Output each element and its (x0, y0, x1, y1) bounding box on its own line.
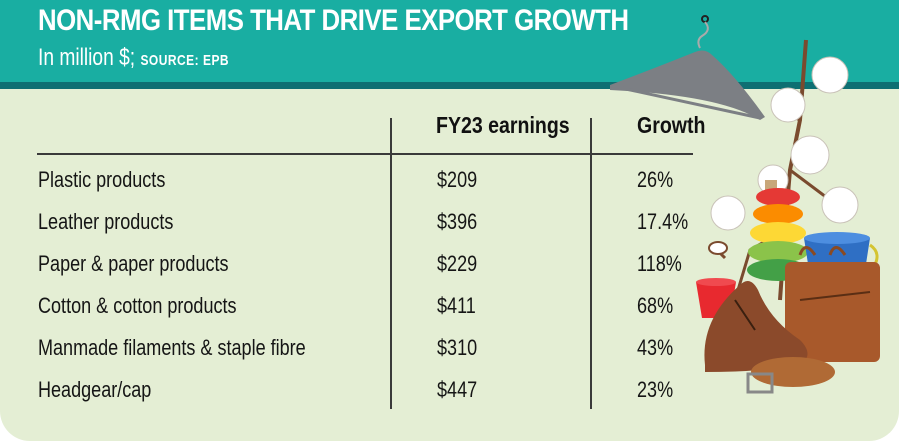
item-name: Leather products (38, 209, 174, 234)
growth-value: 26% (637, 167, 674, 192)
column-header-growth: Growth (637, 112, 706, 138)
earnings-value: $411 (437, 293, 476, 318)
title: NON-RMG ITEMS THAT DRIVE EXPORT GROWTH (38, 4, 629, 37)
earnings-value: $229 (437, 251, 478, 276)
item-name: Headgear/cap (38, 377, 152, 402)
belt-icon (746, 357, 835, 394)
unit-label: In million $; (38, 44, 136, 71)
products-illustration (610, 15, 880, 394)
subtitle: In million $; SOURCE: EPB (38, 44, 229, 72)
header-banner: NON-RMG ITEMS THAT DRIVE EXPORT GROWTH I… (0, 0, 899, 82)
header-divider-strip (0, 82, 899, 89)
growth-value: 43% (637, 335, 674, 360)
briefcase-icon (785, 246, 880, 362)
column-divider-2 (590, 118, 592, 409)
column-header-earnings: FY23 earnings (436, 112, 570, 138)
shoe-icon (704, 281, 808, 372)
growth-value: 68% (637, 293, 674, 318)
source-label: SOURCE: EPB (140, 52, 230, 69)
column-divider-1 (390, 118, 392, 409)
earnings-value: $310 (437, 335, 478, 360)
hanger-icon (610, 15, 765, 120)
growth-value: 17.4% (637, 209, 689, 234)
item-name: Manmade filaments & staple fibre (38, 335, 306, 360)
growth-value: 23% (637, 377, 674, 402)
header-rule (37, 153, 693, 155)
earnings-value: $447 (437, 377, 478, 402)
growth-value: 118% (637, 251, 682, 276)
item-name: Plastic products (38, 167, 166, 192)
cotton-plant-icon (708, 39, 859, 301)
item-name: Paper & paper products (38, 251, 229, 276)
earnings-value: $209 (437, 167, 478, 192)
item-name: Cotton & cotton products (38, 293, 237, 318)
earnings-value: $396 (437, 209, 478, 234)
